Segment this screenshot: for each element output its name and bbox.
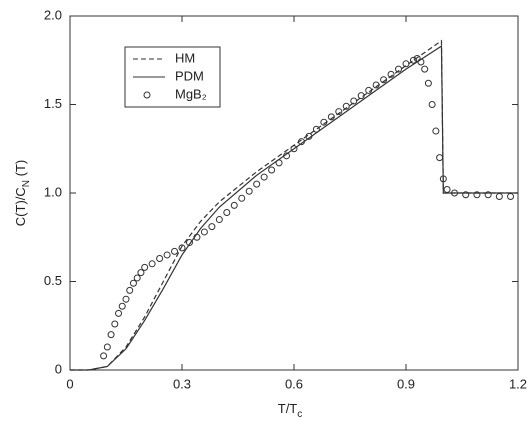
x-tick-label: 0.3	[173, 376, 191, 391]
data-point	[290, 145, 298, 153]
data-point	[223, 208, 231, 216]
data-point	[305, 132, 313, 140]
data-point	[507, 193, 515, 201]
data-point	[215, 216, 223, 224]
data-point	[156, 254, 164, 262]
data-point	[163, 251, 171, 259]
x-tick-label: 0.9	[397, 376, 415, 391]
data-point	[421, 65, 429, 73]
data-point	[436, 154, 444, 162]
data-point	[141, 263, 149, 271]
data-point	[402, 60, 410, 68]
data-point	[238, 194, 246, 202]
x-axis-label: T/Tc	[278, 401, 303, 419]
data-point	[409, 56, 417, 64]
data-point	[245, 187, 253, 195]
data-point	[178, 244, 186, 252]
data-point	[495, 193, 503, 201]
data-point	[115, 309, 123, 317]
x-tick-label: 0.6	[285, 376, 303, 391]
data-point	[260, 173, 268, 181]
data-point	[129, 279, 137, 287]
data-point	[428, 101, 436, 108]
data-point	[107, 331, 115, 339]
data-point	[111, 320, 119, 328]
y-tick-label: 0	[55, 361, 62, 376]
data-point	[372, 81, 380, 89]
data-point	[451, 189, 459, 197]
data-point	[380, 76, 388, 84]
data-point	[413, 54, 421, 62]
legend-label: PDM	[175, 68, 204, 83]
data-point	[148, 260, 156, 268]
data-point	[473, 191, 481, 199]
data-point	[103, 343, 111, 351]
data-point	[126, 286, 134, 294]
data-point	[171, 247, 179, 255]
data-point	[312, 125, 320, 133]
data-point	[193, 233, 201, 241]
data-point	[462, 191, 470, 199]
data-line	[70, 44, 518, 371]
data-point	[100, 352, 108, 360]
data-point	[200, 228, 208, 236]
y-tick-label: 1.0	[44, 184, 62, 199]
data-point	[424, 79, 432, 87]
legend-label: MgB₂	[175, 86, 207, 101]
data-point	[118, 302, 126, 310]
legend-label: HM	[175, 50, 195, 65]
data-point	[283, 152, 291, 160]
x-tick-label: 0	[66, 376, 73, 391]
y-tick-label: 2.0	[44, 7, 62, 22]
data-point	[327, 113, 335, 121]
data-point	[185, 239, 193, 247]
x-tick-label: 1.2	[509, 376, 527, 391]
data-point	[297, 138, 305, 146]
data-point	[365, 86, 373, 94]
data-point	[342, 102, 350, 110]
data-point	[439, 175, 447, 183]
data-point	[335, 108, 343, 116]
data-point	[230, 201, 238, 209]
data-point	[137, 269, 145, 277]
data-point	[395, 65, 403, 73]
data-point	[208, 223, 216, 231]
data-point	[443, 185, 451, 193]
y-tick-label: 0.5	[44, 273, 62, 288]
data-point	[417, 58, 425, 66]
data-point	[387, 70, 395, 78]
data-point	[432, 127, 440, 135]
data-point	[275, 159, 283, 167]
data-point	[484, 191, 492, 199]
data-point	[133, 274, 141, 282]
data-point	[268, 166, 276, 174]
data-point	[320, 118, 328, 126]
legend-marker	[143, 91, 151, 99]
data-point	[357, 92, 365, 100]
data-point	[122, 295, 130, 303]
y-axis-label: C(T)/CN (T)	[13, 160, 31, 226]
data-point	[253, 180, 261, 188]
y-tick-label: 1.5	[44, 96, 62, 111]
data-point	[350, 97, 358, 105]
